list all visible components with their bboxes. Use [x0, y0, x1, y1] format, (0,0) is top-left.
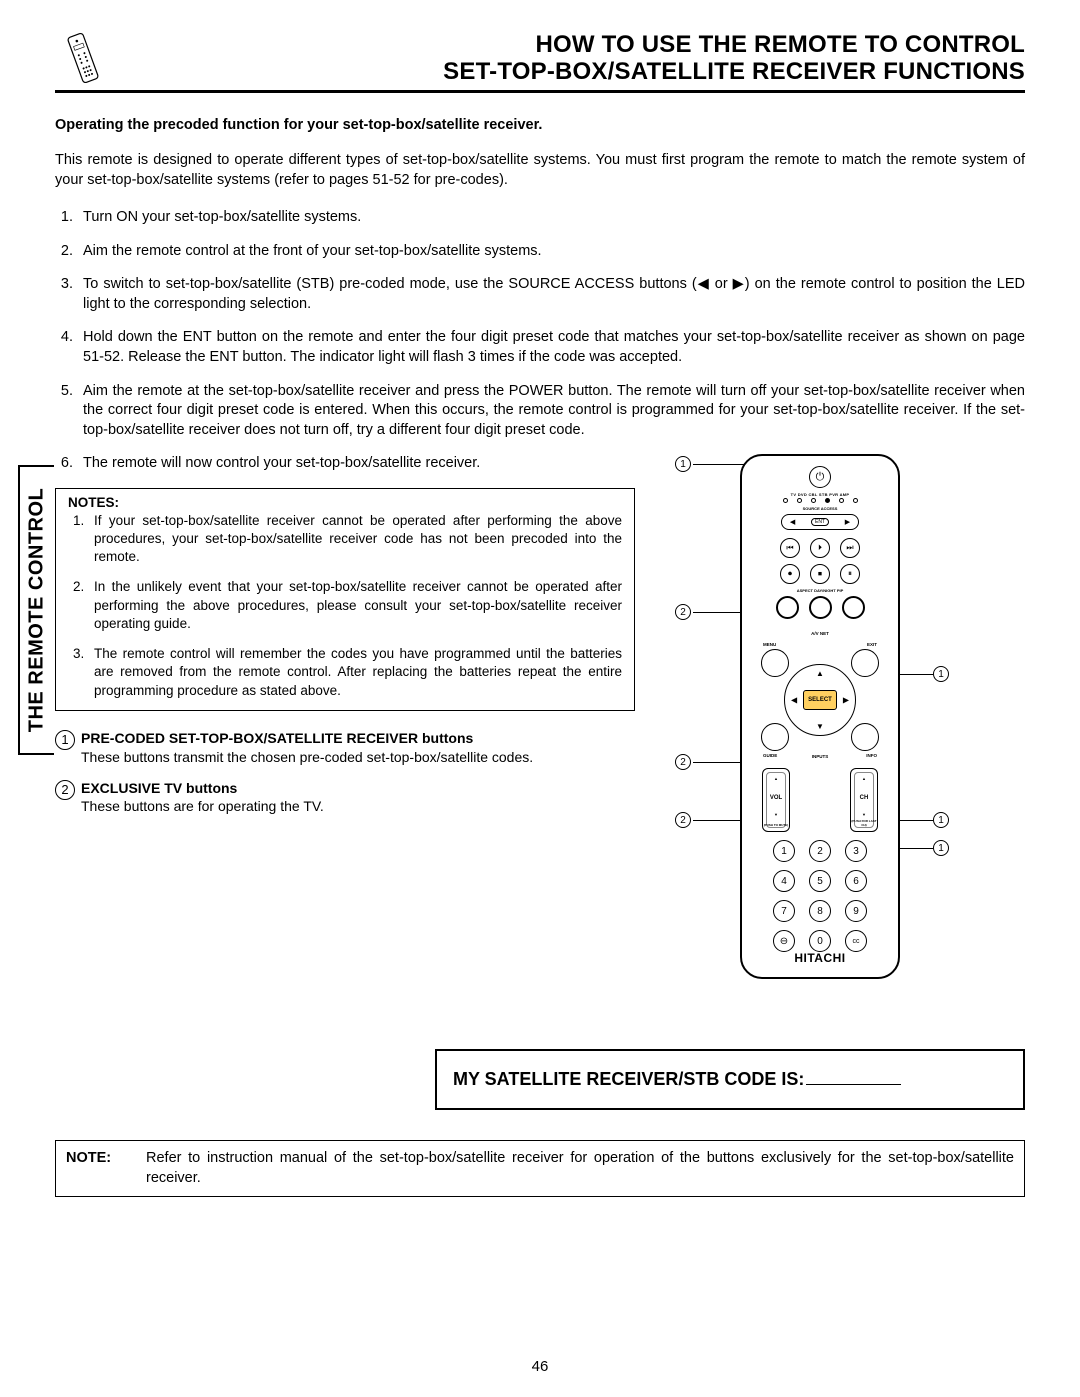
step-item: Aim the remote at the set-top-box/satell… [77, 382, 1025, 441]
bottom-note-text: Refer to instruction manual of the set-t… [146, 1149, 1014, 1188]
avnet-label: A/V NET [742, 631, 898, 636]
note-item: In the unlikely event that your set-top-… [88, 578, 622, 633]
step-item: Aim the remote control at the front of y… [77, 242, 1025, 262]
bottom-note-box: NOTE: Refer to instruction manual of the… [55, 1140, 1025, 1197]
ent-label: ENT [811, 518, 829, 526]
bottom-note-label: NOTE: [66, 1149, 146, 1188]
number-pad: 123 456 789 ⊖0cc [773, 840, 867, 952]
code-box: MY SATELLITE RECEIVER/STB CODE IS: [435, 1049, 1025, 1110]
step-item: Hold down the ENT button on the remote a… [77, 328, 1025, 367]
source-labels: TV DVD CBL STB PVR AMP [742, 492, 898, 497]
callout-2: 2 EXCLUSIVE TV buttons These buttons are… [55, 779, 635, 817]
callout-number: 1 [55, 730, 75, 750]
remote-icon [55, 30, 110, 86]
side-tab: THE REMOTE CONTROL [18, 465, 54, 755]
volume-rocker: ▲ VOL ▼ (PUSH TO MUTE) [762, 768, 790, 832]
aspect-row-labels: ASPECT DAY/NIGHT PIP [742, 588, 898, 593]
lead-number: 1 [933, 812, 949, 828]
select-button: SELECT [803, 690, 837, 710]
code-blank-line[interactable] [806, 1084, 901, 1085]
power-button-icon: ⏻ [809, 466, 831, 488]
lead-number: 1 [933, 666, 949, 682]
lead-number: 2 [675, 754, 691, 770]
channel-rocker: ▲ CH ▼ (PUSH FOR LAST CH) [850, 768, 878, 832]
intro-paragraph: This remote is designed to operate diffe… [55, 151, 1025, 190]
lead-number: 2 [675, 812, 691, 828]
intro-bold: Operating the precoded function for your… [55, 117, 1025, 133]
step-item: To switch to set-top-box/satellite (STB)… [77, 275, 1025, 314]
step-item: The remote will now control your set-top… [77, 454, 635, 474]
menu-label: MENU [763, 642, 776, 647]
page-header: HOW TO USE THE REMOTE TO CONTROL SET-TOP… [55, 30, 1025, 93]
callout-body: These buttons are for operating the TV. [81, 798, 324, 814]
page-number: 46 [0, 1358, 1080, 1375]
remote-body: ⏻ TV DVD CBL STB PVR AMP SOURCE ACCESS ◀… [740, 454, 900, 979]
ent-row: ◀ENT▶ [781, 514, 859, 530]
steps-list: Turn ON your set-top-box/satellite syste… [55, 208, 1025, 440]
note-item: The remote control will remember the cod… [88, 645, 622, 700]
exit-label: EXIT [867, 642, 877, 647]
callout-1: 1 PRE-CODED SET-TOP-BOX/SATELLITE RECEIV… [55, 729, 635, 767]
remote-diagram: 1 2 2 2 1 1 1 ⏻ TV DVD CBL STB PVR AMP [655, 454, 1025, 1014]
lead-number: 2 [675, 604, 691, 620]
lead-number: 1 [675, 456, 691, 472]
callout-title: PRE-CODED SET-TOP-BOX/SATELLITE RECEIVER… [81, 730, 473, 746]
notes-box: NOTES: If your set-top-box/satellite rec… [55, 488, 635, 711]
lead-number: 1 [933, 840, 949, 856]
callout-title: EXCLUSIVE TV buttons [81, 780, 237, 796]
callout-body: These buttons transmit the chosen pre-co… [81, 749, 533, 765]
step-item: Turn ON your set-top-box/satellite syste… [77, 208, 1025, 228]
code-box-label: MY SATELLITE RECEIVER/STB CODE IS: [453, 1069, 804, 1089]
side-tab-label: THE REMOTE CONTROL [26, 488, 49, 733]
source-access-label: SOURCE ACCESS [742, 506, 898, 511]
note-item: If your set-top-box/satellite receiver c… [88, 512, 622, 567]
header-title-line2: SET-TOP-BOX/SATELLITE RECEIVER FUNCTIONS [120, 58, 1025, 86]
inputs-label: INPUTS [742, 754, 898, 759]
notes-title: NOTES: [68, 495, 622, 510]
brand-label: HITACHI [742, 951, 898, 965]
callout-number: 2 [55, 780, 75, 800]
header-title-line1: HOW TO USE THE REMOTE TO CONTROL [120, 31, 1025, 59]
